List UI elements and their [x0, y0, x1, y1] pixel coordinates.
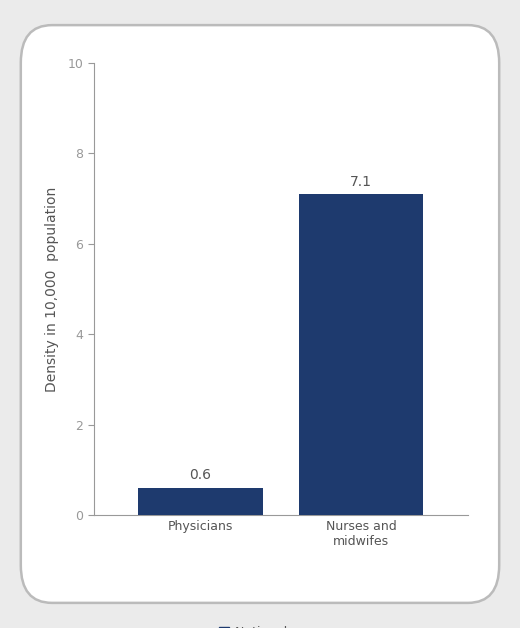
- Y-axis label: Density in 10,000  population: Density in 10,000 population: [45, 187, 59, 391]
- Bar: [298, 194, 423, 515]
- Legend: National average: National average: [214, 621, 348, 628]
- Text: 0.6: 0.6: [190, 468, 212, 482]
- Bar: [138, 488, 263, 515]
- Text: 7.1: 7.1: [350, 175, 372, 188]
